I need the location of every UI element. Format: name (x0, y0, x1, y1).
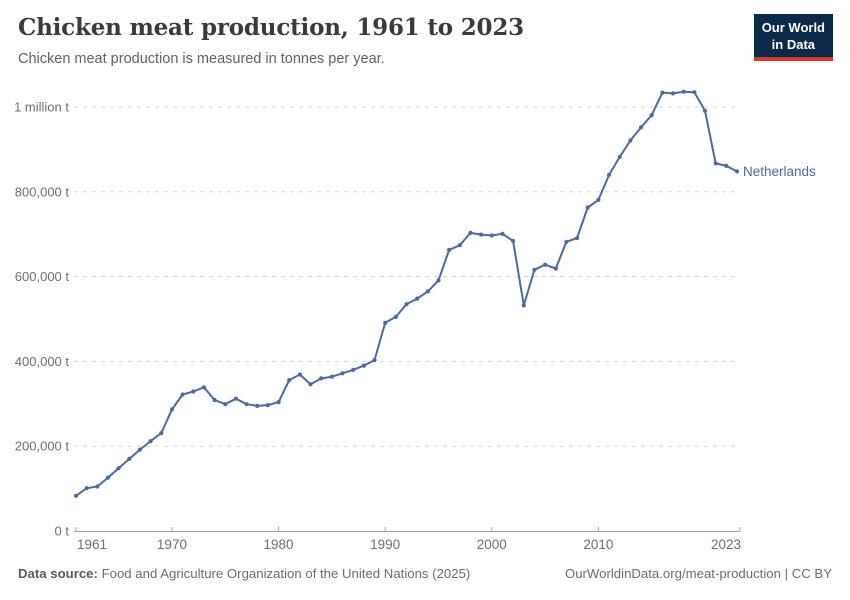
data-point-marker (223, 402, 228, 407)
data-point-marker (393, 314, 398, 319)
data-point-marker (670, 91, 676, 96)
data-point-marker (457, 243, 462, 248)
data-point-marker (404, 302, 409, 307)
data-point-marker (297, 372, 302, 377)
data-point-marker (116, 466, 121, 471)
data-point-marker (255, 403, 260, 408)
y-axis-tick-label: 1 million t (14, 100, 69, 115)
logo-line-2: in Data (771, 37, 816, 53)
data-point-marker (137, 447, 143, 452)
footer-citation-link[interactable]: OurWorldinData.org/meat-production | CC … (564, 566, 832, 581)
data-point-marker (383, 320, 388, 325)
data-point-marker (692, 90, 697, 95)
x-axis-tick-label: 1990 (370, 537, 400, 552)
data-point-marker (521, 303, 526, 308)
y-axis-tick-label: 0 t (55, 524, 70, 539)
x-axis-tick-label: 1970 (157, 537, 187, 552)
data-point-marker (73, 493, 79, 498)
data-point-marker (734, 169, 740, 174)
data-point-marker (489, 233, 494, 238)
data-point-marker (564, 239, 569, 244)
data-point-marker (553, 266, 558, 271)
data-source-label: Data source: (18, 566, 98, 581)
data-point-marker (372, 358, 377, 363)
data-point-marker (148, 439, 153, 444)
data-point-marker (169, 407, 175, 412)
data-point-marker (361, 363, 366, 368)
y-axis-tick-label: 200,000 t (15, 439, 70, 454)
data-point-marker (244, 402, 249, 407)
y-axis-tick-label: 400,000 t (15, 354, 70, 369)
data-point-marker (287, 378, 292, 383)
data-point-marker (425, 289, 430, 294)
data-point-marker (660, 90, 665, 95)
chart-footer: Data source: Food and Agriculture Organi… (18, 566, 832, 581)
data-point-marker (468, 230, 473, 235)
data-point-marker (724, 163, 729, 168)
data-point-marker (532, 267, 537, 272)
data-point-marker (638, 125, 644, 130)
data-point-marker (702, 108, 708, 113)
data-point-marker (510, 238, 516, 244)
data-point-marker (329, 374, 334, 379)
data-point-marker (543, 262, 548, 267)
data-source-text: Food and Agriculture Organization of the… (101, 566, 471, 581)
data-point-marker (212, 397, 217, 403)
logo-line-1: Our World (761, 20, 825, 35)
y-axis-tick-label: 800,000 t (15, 184, 70, 199)
series-label-netherlands: Netherlands (743, 164, 816, 179)
data-point-marker (191, 389, 196, 394)
data-point-marker (617, 154, 622, 160)
data-point-marker (84, 486, 89, 491)
data-point-marker (180, 392, 185, 397)
data-point-marker (447, 247, 452, 252)
owid-logo: Our World in Data (753, 14, 833, 62)
data-point-marker (575, 235, 580, 241)
data-point-marker (265, 403, 270, 408)
x-axis-tick-label: 2023 (711, 537, 741, 552)
data-point-marker (201, 385, 206, 390)
data-source: Data source: Food and Agriculture Organi… (18, 566, 470, 581)
data-point-marker (607, 172, 612, 177)
data-point-marker (596, 197, 601, 202)
x-axis-tick-label: 1961 (77, 537, 107, 552)
x-axis-tick-label: 1980 (264, 537, 294, 552)
data-point-marker (713, 161, 718, 166)
data-point-marker (628, 138, 633, 143)
data-point-marker (308, 382, 313, 387)
data-point-marker (95, 484, 100, 489)
data-point-marker (500, 231, 505, 236)
page-title: Chicken meat production, 1961 to 2023 (18, 14, 524, 41)
data-point-marker (105, 475, 111, 480)
data-point-marker (276, 400, 281, 405)
data-point-marker (681, 89, 686, 94)
x-axis-tick-label: 2010 (583, 537, 613, 552)
data-point-marker (233, 396, 238, 401)
chart-subtitle: Chicken meat production is measured in t… (18, 51, 385, 67)
y-axis-tick-label: 600,000 t (15, 269, 70, 284)
data-point-marker (127, 456, 132, 461)
x-axis-tick-label: 2000 (477, 537, 507, 552)
series-line-netherlands (75, 90, 738, 497)
data-point-marker (319, 376, 324, 381)
data-point-marker (649, 113, 654, 118)
data-point-marker (159, 431, 164, 436)
data-point-marker (585, 205, 590, 210)
data-point-marker (415, 296, 420, 301)
data-point-marker (479, 232, 484, 237)
data-point-marker (351, 367, 356, 372)
data-point-marker (340, 371, 345, 376)
data-point-marker (436, 278, 441, 283)
